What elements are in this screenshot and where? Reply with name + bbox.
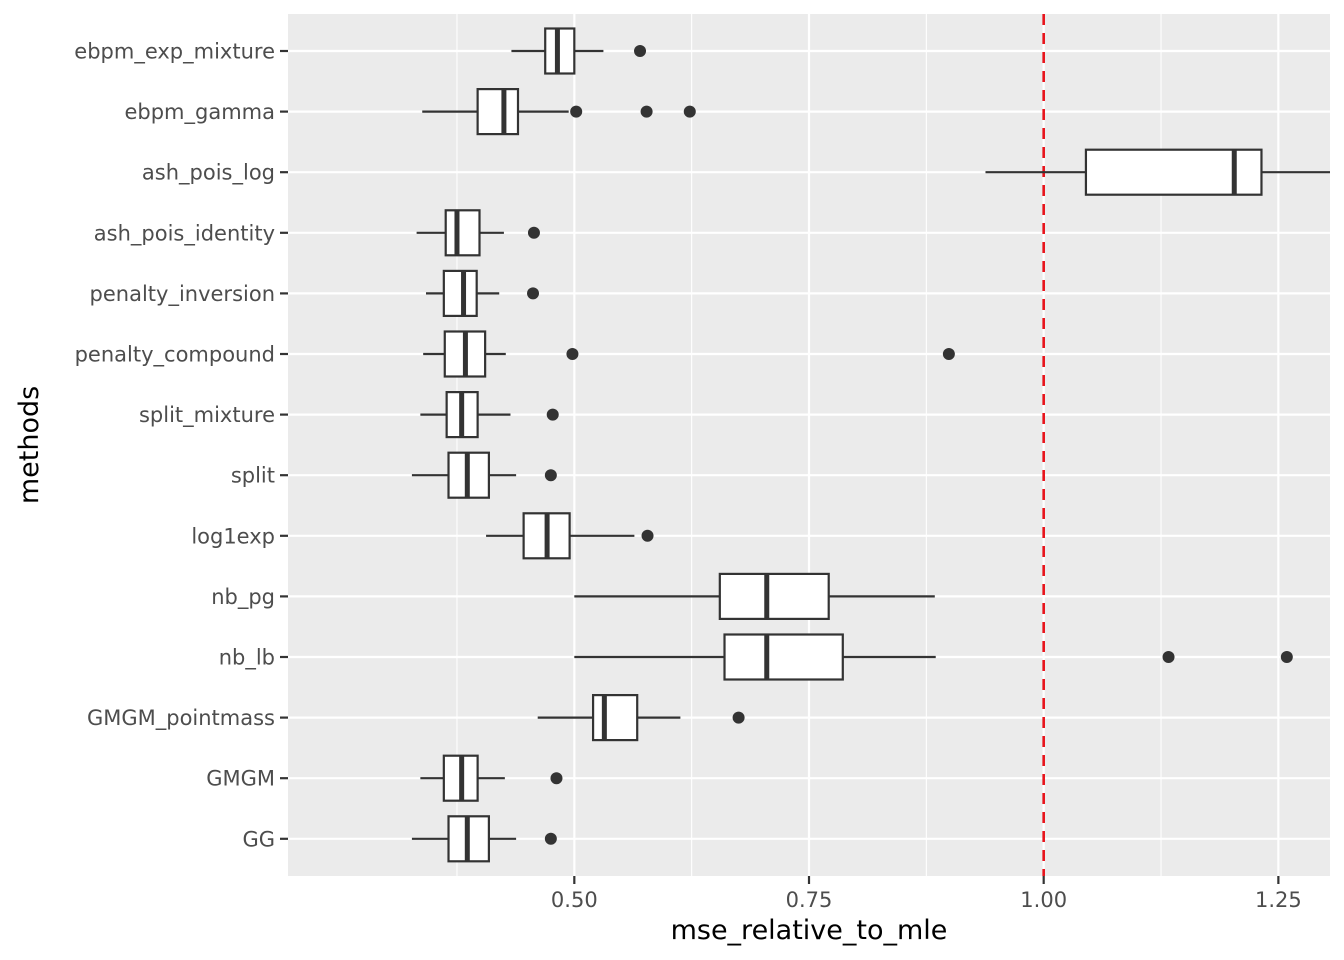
y-tick-label: ebpm_exp_mixture <box>74 40 275 65</box>
x-tick-label: 0.75 <box>786 888 833 912</box>
iqr-box <box>723 633 844 681</box>
iqr-box <box>591 693 639 742</box>
outlier-point <box>1162 651 1175 663</box>
y-tick-label: nb_lb <box>219 646 275 671</box>
outlier-point <box>570 105 583 118</box>
box-ebpm-gamma <box>422 87 696 136</box>
y-tick-label: GMGM_pointmass <box>87 706 275 731</box>
box-ash-pois-identity <box>416 209 540 257</box>
outlier-point <box>640 105 653 118</box>
box-split <box>411 451 557 499</box>
x-axis-title: mse_relative_to_mle <box>671 915 948 946</box>
box-gmgm <box>420 754 563 802</box>
y-tick-label: GMGM <box>206 767 275 791</box>
box-penalty-inversion <box>425 269 540 317</box>
outlier-point <box>641 529 654 542</box>
x-tick-label: 1.00 <box>1020 888 1067 912</box>
y-tick-label: GG <box>242 827 275 851</box>
outlier-point <box>683 105 696 118</box>
outlier-point <box>544 832 557 845</box>
outlier-point <box>1280 651 1293 663</box>
outlier-point <box>566 348 579 360</box>
box-nb-lb <box>574 633 1293 681</box>
box-gmgm-pointmass <box>537 693 745 742</box>
x-tick-label: 0.50 <box>551 888 598 912</box>
outlier-point <box>550 772 563 785</box>
y-tick-label: penalty_inversion <box>90 282 275 307</box>
box-penalty-compound <box>423 330 955 378</box>
outlier-point <box>732 711 745 724</box>
outlier-point <box>942 348 955 360</box>
box-ebpm-exp-mixture <box>511 27 647 75</box>
boxes-layer <box>411 27 1330 863</box>
box-nb-pg <box>574 572 935 621</box>
iqr-box <box>442 269 478 317</box>
y-axis-title: methods <box>14 386 45 504</box>
y-axis: ebpm_exp_mixture ebpm_gamma ash_pois_logas… <box>74 40 288 851</box>
y-tick-label: log1exp <box>191 524 275 548</box>
outlier-point <box>546 408 559 421</box>
y-tick-label: split_mixture <box>139 403 275 428</box>
y-tick-label: ash_pois_identity <box>94 221 275 246</box>
outlier-point <box>634 45 647 57</box>
box-log1exp <box>486 512 654 560</box>
y-tick-label: ebpm_gamma <box>124 100 275 125</box>
box-split-mixture <box>420 391 559 439</box>
y-tick-label: ash_pois_log <box>142 161 275 186</box>
x-axis: 0.50 0.75 1.00 1.25 <box>551 876 1302 912</box>
outlier-point <box>527 226 540 239</box>
y-tick-label: nb_pg <box>211 585 275 610</box>
y-tick-label: penalty_compound <box>75 343 275 368</box>
iqr-box <box>476 87 520 136</box>
x-tick-label: 1.25 <box>1255 888 1302 912</box>
box-ash-pois-log <box>985 148 1330 196</box>
y-tick-label: split <box>231 464 275 488</box>
outlier-point <box>527 287 540 300</box>
iqr-box <box>718 572 830 621</box>
outlier-point <box>544 469 557 482</box>
iqr-box <box>444 209 481 257</box>
box-gg <box>411 815 557 863</box>
